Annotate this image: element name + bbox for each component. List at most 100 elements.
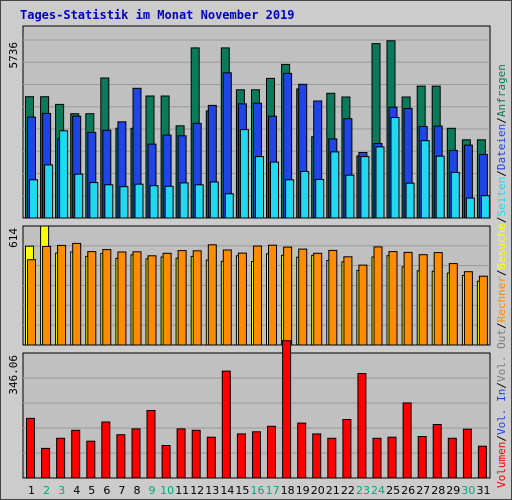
bar-seiten-day-23	[360, 156, 370, 219]
day-label: 1	[28, 484, 35, 497]
bar-rechner-day-14	[222, 249, 232, 346]
day-label: 12	[190, 484, 204, 497]
bar-rechner-day-2	[42, 245, 52, 346]
bar-rechner-day-28	[433, 252, 443, 346]
bar-rechner-day-4	[72, 242, 82, 346]
bar-volumen-day-24	[372, 437, 382, 479]
bar-volumen-day-9	[146, 410, 156, 479]
bar-volumen-day-3	[56, 437, 66, 479]
bar-volumen-day-30	[462, 428, 472, 479]
bar-rechner-day-10	[162, 252, 172, 346]
bar-seiten-day-5	[89, 182, 99, 219]
bar-volumen-day-13	[206, 436, 216, 479]
legend-entry: /	[495, 382, 508, 389]
bar-volumen-day-4	[71, 429, 81, 479]
bar-volumen-day-12	[191, 429, 201, 479]
bar-seiten-day-16	[255, 156, 264, 219]
day-label: 21	[326, 484, 340, 497]
bar-seiten-day-25	[390, 117, 400, 219]
day-label: 8	[134, 484, 141, 497]
bar-seiten-day-18	[285, 179, 295, 219]
bar-rechner-day-12	[192, 250, 202, 346]
bar-seiten-day-13	[209, 181, 219, 219]
bar-seiten-day-12	[194, 184, 204, 219]
day-label: 18	[281, 484, 295, 497]
bar-volumen-day-10	[161, 445, 171, 479]
panel-requests: 5736	[7, 25, 491, 219]
bar-volumen-day-21	[327, 437, 337, 479]
bar-rechner-day-7	[117, 251, 127, 346]
bar-rechner-day-8	[132, 251, 142, 346]
legend-entry: Vol. Out	[495, 329, 508, 382]
day-label: 19	[296, 484, 310, 497]
bar-seiten-day-22	[345, 174, 355, 219]
bar-volumen-day-27	[417, 436, 427, 479]
bar-rechner-day-30	[463, 271, 473, 346]
bar-seiten-day-7	[119, 186, 129, 219]
bar-rechner-day-6	[102, 249, 112, 346]
bar-seiten-day-1	[29, 179, 38, 219]
right-side-legend: Volumen/Vol. In/Vol. Out/Rechner/Besuche…	[495, 64, 508, 488]
legend-entry: /	[495, 216, 508, 223]
bar-volumen-day-22	[342, 419, 352, 479]
bar-seiten-day-11	[179, 182, 189, 219]
bar-rechner-day-24	[373, 246, 383, 346]
legend-entry: /	[495, 117, 508, 124]
bar-rechner-day-17	[268, 244, 277, 346]
bar-rechner-day-22	[343, 256, 353, 346]
bar-volumen-day-1	[26, 417, 35, 479]
day-label: 7	[118, 484, 125, 497]
bar-rechner-day-21	[328, 249, 338, 346]
bar-seiten-day-17	[270, 161, 279, 219]
day-label: 30	[461, 484, 475, 497]
y-axis-max-label: 5736	[7, 42, 20, 69]
x-axis-day-labels: 1 2 3 4 5 6 7 8 9 10 11 12 13 14 15 16 17 18 19 20 21 22 23 24 2…	[28, 484, 491, 497]
legend-entry: /	[495, 269, 508, 276]
bar-seiten-day-15	[239, 129, 249, 219]
bar-volumen-day-25	[387, 436, 397, 479]
bar-rechner-day-5	[87, 251, 97, 346]
bar-volumen-day-23	[357, 373, 367, 479]
bar-seiten-day-29	[450, 171, 460, 219]
bar-volumen-day-29	[447, 437, 457, 479]
bar-rechner-day-3	[57, 244, 67, 346]
bar-rechner-day-15	[237, 252, 247, 346]
bar-seiten-day-27	[420, 140, 430, 219]
panel-volume: 346.06	[7, 340, 491, 479]
bar-volumen-day-17	[267, 425, 276, 479]
bar-rechner-day-16	[253, 245, 262, 346]
legend-entry: Dateien	[495, 124, 508, 170]
legend-entry: Anfragen	[495, 64, 508, 117]
bar-volumen-day-26	[402, 402, 412, 479]
bar-seiten-day-2	[44, 164, 54, 219]
bar-rechner-day-18	[283, 246, 293, 346]
bar-volumen-day-15	[236, 433, 246, 479]
day-label: 10	[160, 484, 174, 497]
day-label: 23	[356, 484, 370, 497]
legend-entry: Seiten	[495, 177, 508, 217]
day-label: 29	[446, 484, 460, 497]
y-axis-max-label: 346.06	[7, 355, 20, 395]
legend-entry: Volumen	[495, 442, 508, 488]
day-label: 27	[416, 484, 430, 497]
chart-panels: 5736 614 346.06	[7, 25, 491, 479]
bar-seiten-day-31	[480, 195, 490, 219]
day-label: 6	[103, 484, 110, 497]
bar-volumen-day-6	[101, 421, 111, 479]
series-volumen	[26, 340, 487, 479]
day-label: 16	[251, 484, 265, 497]
day-label: 2	[43, 484, 50, 497]
bar-seiten-day-24	[375, 146, 385, 219]
bar-rechner-day-27	[418, 254, 428, 346]
bar-seiten-day-4	[74, 173, 84, 219]
day-label: 28	[431, 484, 445, 497]
bar-rechner-day-26	[403, 251, 413, 346]
bar-volumen-day-16	[252, 431, 261, 479]
legend-entry: Rechner	[495, 276, 508, 323]
bar-rechner-day-20	[313, 252, 323, 346]
bar-seiten-day-28	[435, 155, 445, 219]
day-label: 31	[477, 484, 491, 497]
day-label: 24	[371, 484, 385, 497]
day-label: 17	[266, 484, 280, 497]
day-label: 26	[401, 484, 415, 497]
